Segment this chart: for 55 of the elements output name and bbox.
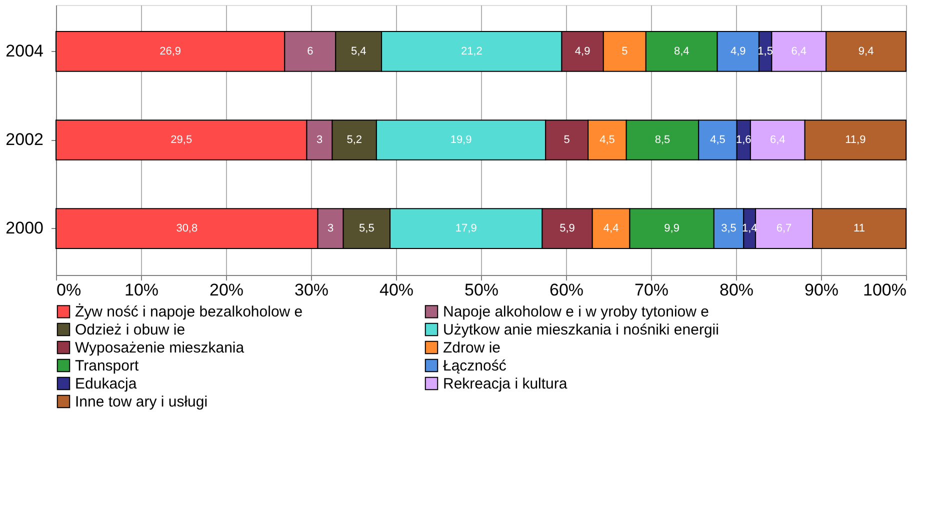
data-label: 6,4 (770, 134, 786, 146)
x-tick-label: 40% (379, 280, 414, 300)
data-label: 9,9 (664, 222, 680, 235)
data-label: 5 (564, 134, 570, 146)
data-label: 11,9 (845, 134, 866, 146)
data-label: 5 (622, 45, 628, 58)
x-tick-label: 50% (464, 280, 499, 300)
data-label: 4,4 (603, 222, 619, 235)
data-label: 3,5 (721, 222, 736, 235)
data-label: 8,4 (674, 45, 690, 58)
legend-label: Użytkow anie mieszkania i nośniki energii (443, 322, 719, 338)
data-label: 3 (327, 222, 334, 235)
data-label: 6 (307, 45, 314, 58)
data-label: 30,8 (176, 222, 198, 235)
data-label: 5,2 (346, 134, 362, 146)
data-label: 11 (854, 222, 865, 235)
data-label: 5,9 (560, 222, 575, 235)
data-label: 4,5 (600, 134, 615, 146)
x-tick-label: 100% (863, 280, 906, 300)
data-label: 29,5 (170, 134, 192, 146)
data-label: 19,9 (450, 134, 472, 146)
legend-label: Żyw ność i napoje bezalkoholow e (75, 302, 303, 321)
data-label: 4,9 (574, 45, 590, 58)
data-label: 4,5 (710, 134, 726, 146)
x-tick-label: 60% (549, 280, 584, 300)
data-label: 6,4 (791, 45, 807, 58)
x-tick-label: 20% (209, 280, 244, 300)
x-tick-label: 30% (294, 280, 329, 300)
legend-label: Napoje alkoholow e i w yroby tytoniow e (443, 304, 709, 321)
y-tick-label: 2002 (6, 130, 44, 149)
x-tick-label: 10% (124, 280, 159, 300)
data-label: 8,5 (654, 134, 670, 146)
data-label: 21,2 (460, 45, 482, 58)
data-label: 17,9 (455, 222, 477, 235)
legend-label: Transport (75, 358, 140, 374)
legend-label: Łączność (443, 358, 507, 374)
data-label: 6,7 (776, 222, 792, 235)
data-label: 5,5 (359, 222, 374, 235)
data-label: 4,9 (730, 45, 746, 58)
data-label: 3 (316, 134, 323, 146)
x-tick-label: 80% (719, 280, 754, 300)
data-label: 5,4 (350, 45, 366, 58)
legend-label: Edukacja (75, 376, 138, 392)
y-tick-label: 2004 (6, 41, 44, 60)
x-tick-label: 90% (804, 280, 839, 300)
data-label: 26,9 (160, 45, 182, 58)
legend-label: Rekreacja i kultura (443, 376, 568, 392)
x-tick-label: 70% (634, 280, 669, 300)
legend-label: Zdrow ie (443, 340, 501, 356)
legend-label: Wyposażenie mieszkania (75, 340, 245, 356)
x-tick-label: 0% (56, 280, 82, 300)
legend-label: Odzież i obuw ie (75, 322, 186, 338)
data-label: 9,4 (858, 45, 874, 58)
y-tick-label: 2000 (6, 218, 44, 238)
legend-label: Inne tow ary i usługi (75, 394, 208, 410)
